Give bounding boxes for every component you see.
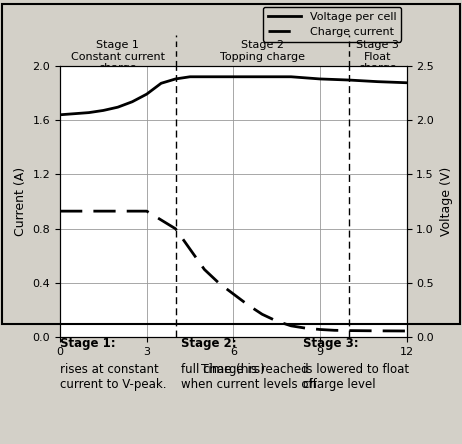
Text: Stage 3
Float
charge: Stage 3 Float charge bbox=[356, 40, 399, 73]
Text: Stage 2:: Stage 2: bbox=[181, 337, 237, 350]
Text: full charge is reached
when current levels off: full charge is reached when current leve… bbox=[181, 364, 317, 392]
Y-axis label: Voltage (V): Voltage (V) bbox=[439, 167, 453, 236]
Text: Stage 1:: Stage 1: bbox=[60, 337, 116, 350]
Text: Stage 2
Topping charge: Stage 2 Topping charge bbox=[220, 40, 304, 62]
Text: is lowered to float
charge level: is lowered to float charge level bbox=[303, 364, 409, 392]
X-axis label: Time (hrs): Time (hrs) bbox=[201, 363, 265, 376]
Legend: Voltage per cell, Charge current: Voltage per cell, Charge current bbox=[263, 7, 401, 42]
Y-axis label: Current (A): Current (A) bbox=[14, 167, 27, 236]
Text: Stage 1
Constant current
charge: Stage 1 Constant current charge bbox=[71, 40, 165, 73]
Text: rises at constant
current to V-peak.: rises at constant current to V-peak. bbox=[60, 364, 167, 392]
Text: Stage 3:: Stage 3: bbox=[303, 337, 358, 350]
